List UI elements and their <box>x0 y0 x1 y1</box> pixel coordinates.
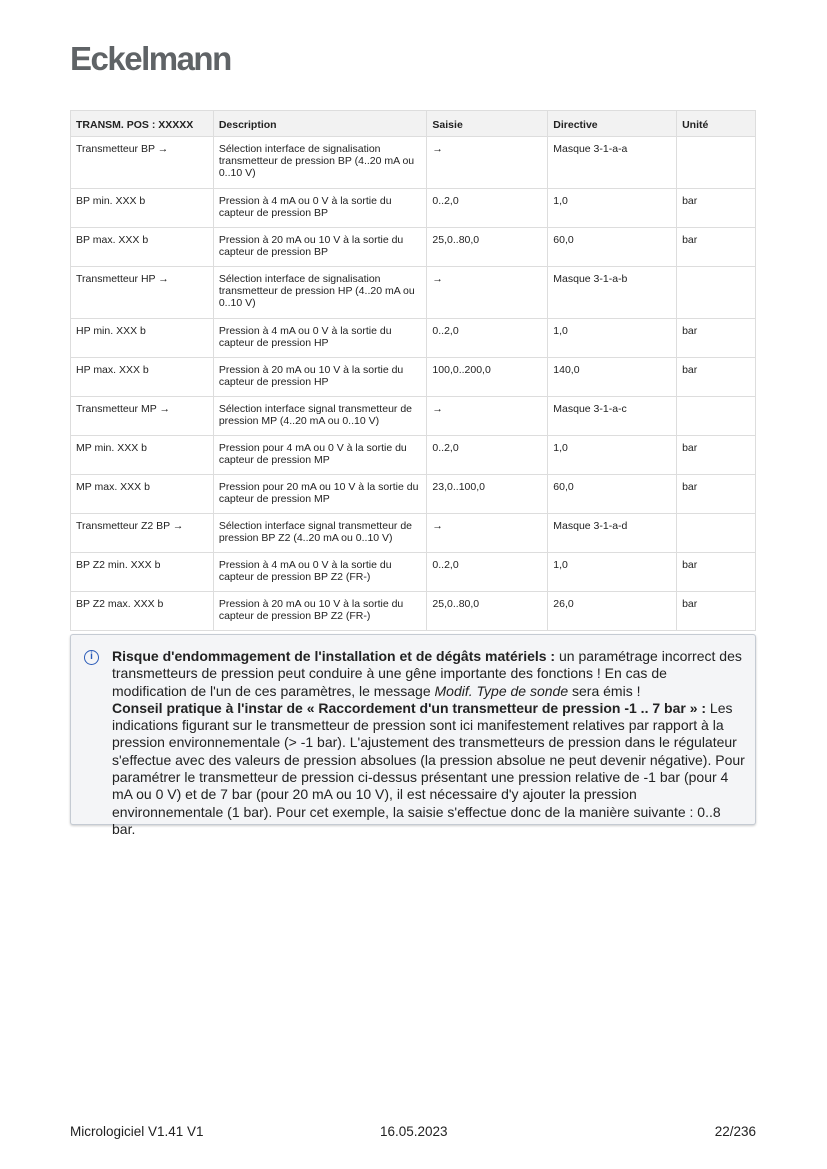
footer-firmware: Micrologiciel V1.41 V1 <box>70 1124 204 1139</box>
header-transm-pos: TRANSM. POS : XXXXX <box>70 110 214 137</box>
cell-saisie: 23,0..100,0 <box>426 474 549 514</box>
table-row: BP max. XXX b Pression à 20 mA ou 10 V à … <box>70 227 756 267</box>
note-warning-title: Risque d'endommagement de l'installation… <box>112 648 556 664</box>
cell-param: MP max. XXX b <box>70 474 214 514</box>
cell-directive: Masque 3-1-a-b <box>547 266 678 319</box>
cell-param: Transmetteur MP → <box>70 396 214 436</box>
cell-description: Pression à 4 mA ou 0 V à la sortie du ca… <box>212 318 428 358</box>
cell-saisie: 25,0..80,0 <box>426 591 549 631</box>
table-row: MP min. XXX b Pression pour 4 mA ou 0 V à… <box>70 435 756 475</box>
note-text: Risque d'endommagement de l'installation… <box>112 648 745 838</box>
cell-unite <box>676 396 756 436</box>
table-row: BP min. XXX b Pression à 4 mA ou 0 V à la… <box>70 188 756 228</box>
cell-saisie: → <box>426 136 549 189</box>
cell-saisie: → <box>426 396 549 436</box>
table-row: MP max. XXX b Pression pour 20 mA ou 10 V… <box>70 474 756 514</box>
cell-param: Transmetteur BP → <box>70 136 214 189</box>
info-icon: i <box>84 650 99 665</box>
cell-unite <box>676 266 756 319</box>
table-row: Transmetteur HP → Sélection interface de … <box>70 266 756 319</box>
header-saisie: Saisie <box>426 110 549 137</box>
cell-directive: 1,0 <box>547 552 678 592</box>
cell-description: Pression pour 20 mA ou 10 V à la sortie … <box>212 474 428 514</box>
note-text-2: sera émis ! <box>568 682 641 699</box>
cell-unite: bar <box>676 318 756 358</box>
cell-param: Transmetteur Z2 BP → <box>70 513 214 553</box>
table-row: BP Z2 max. XXX b Pression à 20 mA ou 10 V… <box>70 591 756 631</box>
cell-description: Sélection interface signal transmetteur … <box>212 396 428 436</box>
table-row: Transmetteur BP → Sélection interface de … <box>70 136 756 189</box>
cell-description: Sélection interface signal transmetteur … <box>212 513 428 553</box>
cell-param: BP Z2 max. XXX b <box>70 591 214 631</box>
cell-directive: 60,0 <box>547 227 678 267</box>
cell-description: Pression à 20 mA ou 10 V à la sortie du … <box>212 591 428 631</box>
info-note: i Risque d'endommagement de l'installati… <box>70 634 756 837</box>
cell-directive: 1,0 <box>547 318 678 358</box>
cell-unite: bar <box>676 357 756 397</box>
cell-param: Transmetteur HP → <box>70 266 214 319</box>
header-description: Description <box>212 110 428 137</box>
cell-unite <box>676 513 756 553</box>
cell-saisie: 0..2,0 <box>426 435 549 475</box>
footer-page-number: 22/236 <box>714 1124 756 1139</box>
cell-saisie: 100,0..200,0 <box>426 357 549 397</box>
cell-param: BP max. XXX b <box>70 227 214 267</box>
cell-description: Sélection interface de signalisation tra… <box>212 136 428 189</box>
cell-description: Pression à 20 mA ou 10 V à la sortie du … <box>212 357 428 397</box>
cell-param: BP Z2 min. XXX b <box>70 552 214 592</box>
cell-param: BP min. XXX b <box>70 188 214 228</box>
cell-description: Pression à 4 mA ou 0 V à la sortie du ca… <box>212 552 428 592</box>
cell-saisie: → <box>426 266 549 319</box>
cell-directive: Masque 3-1-a-c <box>547 396 678 436</box>
cell-saisie: → <box>426 513 549 553</box>
cell-saisie: 0..2,0 <box>426 188 549 228</box>
table-row: BP Z2 min. XXX b Pression à 4 mA ou 0 V à… <box>70 552 756 592</box>
cell-saisie: 25,0..80,0 <box>426 227 549 267</box>
cell-saisie: 0..2,0 <box>426 318 549 358</box>
cell-unite: bar <box>676 552 756 592</box>
cell-description: Pression à 20 mA ou 10 V à la sortie du … <box>212 227 428 267</box>
cell-param: HP min. XXX b <box>70 318 214 358</box>
cell-description: Sélection interface de signalisation tra… <box>212 266 428 319</box>
note-text-3: Les indications figurant sur le transmet… <box>112 699 745 837</box>
table-row: Transmetteur MP → Sélection interface sig… <box>70 396 756 436</box>
table-header: TRANSM. POS : XXXXX Description Saisie D… <box>70 110 756 137</box>
cell-unite: bar <box>676 188 756 228</box>
header-directive: Directive <box>547 110 678 137</box>
eckelmann-logo: Eckelmann <box>70 40 232 77</box>
cell-description: Pression pour 4 mA ou 0 V à la sortie du… <box>212 435 428 475</box>
cell-param: MP min. XXX b <box>70 435 214 475</box>
cell-unite: bar <box>676 227 756 267</box>
cell-directive: Masque 3-1-a-d <box>547 513 678 553</box>
table-row: Transmetteur Z2 BP → Sélection interface … <box>70 513 756 553</box>
footer-date: 16.05.2023 <box>380 1124 448 1139</box>
cell-directive: Masque 3-1-a-a <box>547 136 678 189</box>
parameter-table: TRANSM. POS : XXXXX Description Saisie D… <box>70 110 756 631</box>
table-row: HP min. XXX b Pression à 4 mA ou 0 V à la… <box>70 318 756 358</box>
note-text-1: un paramétrage incorrect des transmetteu… <box>112 648 742 699</box>
cell-param: HP max. XXX b <box>70 357 214 397</box>
note-message-name: Modif. Type de sonde <box>434 682 569 699</box>
cell-unite <box>676 136 756 189</box>
cell-saisie: 0..2,0 <box>426 552 549 592</box>
cell-unite: bar <box>676 474 756 514</box>
cell-directive: 140,0 <box>547 357 678 397</box>
cell-directive: 1,0 <box>547 435 678 475</box>
cell-description: Pression à 4 mA ou 0 V à la sortie du ca… <box>212 188 428 228</box>
note-tip-title: Conseil pratique à l'instar de « Raccord… <box>112 699 707 716</box>
cell-directive: 26,0 <box>547 591 678 631</box>
header-unite: Unité <box>676 110 756 137</box>
cell-unite: bar <box>676 435 756 475</box>
cell-directive: 1,0 <box>547 188 678 228</box>
cell-unite: bar <box>676 591 756 631</box>
table-row: HP max. XXX b Pression à 20 mA ou 10 V à … <box>70 357 756 397</box>
cell-directive: 60,0 <box>547 474 678 514</box>
